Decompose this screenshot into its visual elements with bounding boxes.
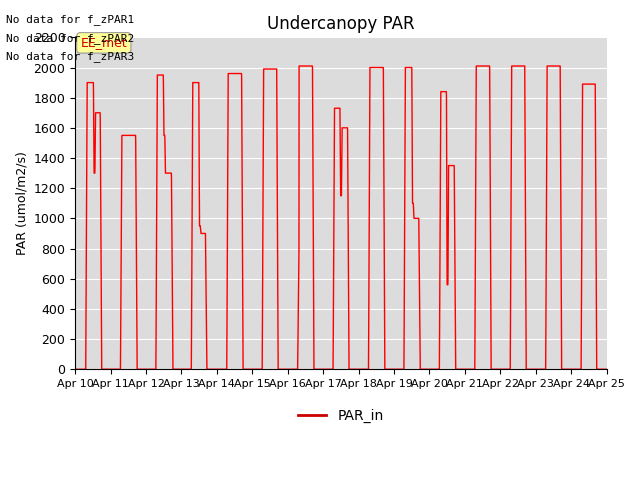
Text: No data for f_zPAR3: No data for f_zPAR3 xyxy=(6,51,134,62)
Y-axis label: PAR (umol/m2/s): PAR (umol/m2/s) xyxy=(15,151,28,255)
Text: EE_met: EE_met xyxy=(81,36,127,49)
Title: Undercanopy PAR: Undercanopy PAR xyxy=(267,15,415,33)
Text: No data for f_zPAR2: No data for f_zPAR2 xyxy=(6,33,134,44)
Text: No data for f_zPAR1: No data for f_zPAR1 xyxy=(6,14,134,25)
Legend: PAR_in: PAR_in xyxy=(292,403,389,429)
